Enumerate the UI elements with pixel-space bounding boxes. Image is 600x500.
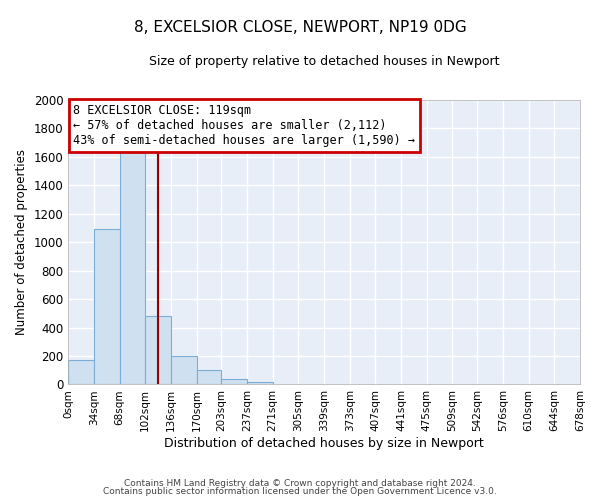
Y-axis label: Number of detached properties: Number of detached properties — [15, 149, 28, 335]
Text: Contains public sector information licensed under the Open Government Licence v3: Contains public sector information licen… — [103, 487, 497, 496]
Bar — [94, 230, 119, 384]
Bar — [145, 316, 171, 384]
Bar — [197, 370, 221, 384]
Text: Contains HM Land Registry data © Crown copyright and database right 2024.: Contains HM Land Registry data © Crown c… — [124, 478, 476, 488]
Title: Size of property relative to detached houses in Newport: Size of property relative to detached ho… — [149, 55, 499, 68]
Bar — [119, 152, 145, 384]
Text: 8, EXCELSIOR CLOSE, NEWPORT, NP19 0DG: 8, EXCELSIOR CLOSE, NEWPORT, NP19 0DG — [134, 20, 466, 35]
X-axis label: Distribution of detached houses by size in Newport: Distribution of detached houses by size … — [164, 437, 484, 450]
Bar — [221, 380, 247, 384]
Text: 8 EXCELSIOR CLOSE: 119sqm
← 57% of detached houses are smaller (2,112)
43% of se: 8 EXCELSIOR CLOSE: 119sqm ← 57% of detac… — [73, 104, 415, 147]
Bar — [247, 382, 273, 384]
Bar — [68, 360, 94, 384]
Bar — [171, 356, 197, 384]
